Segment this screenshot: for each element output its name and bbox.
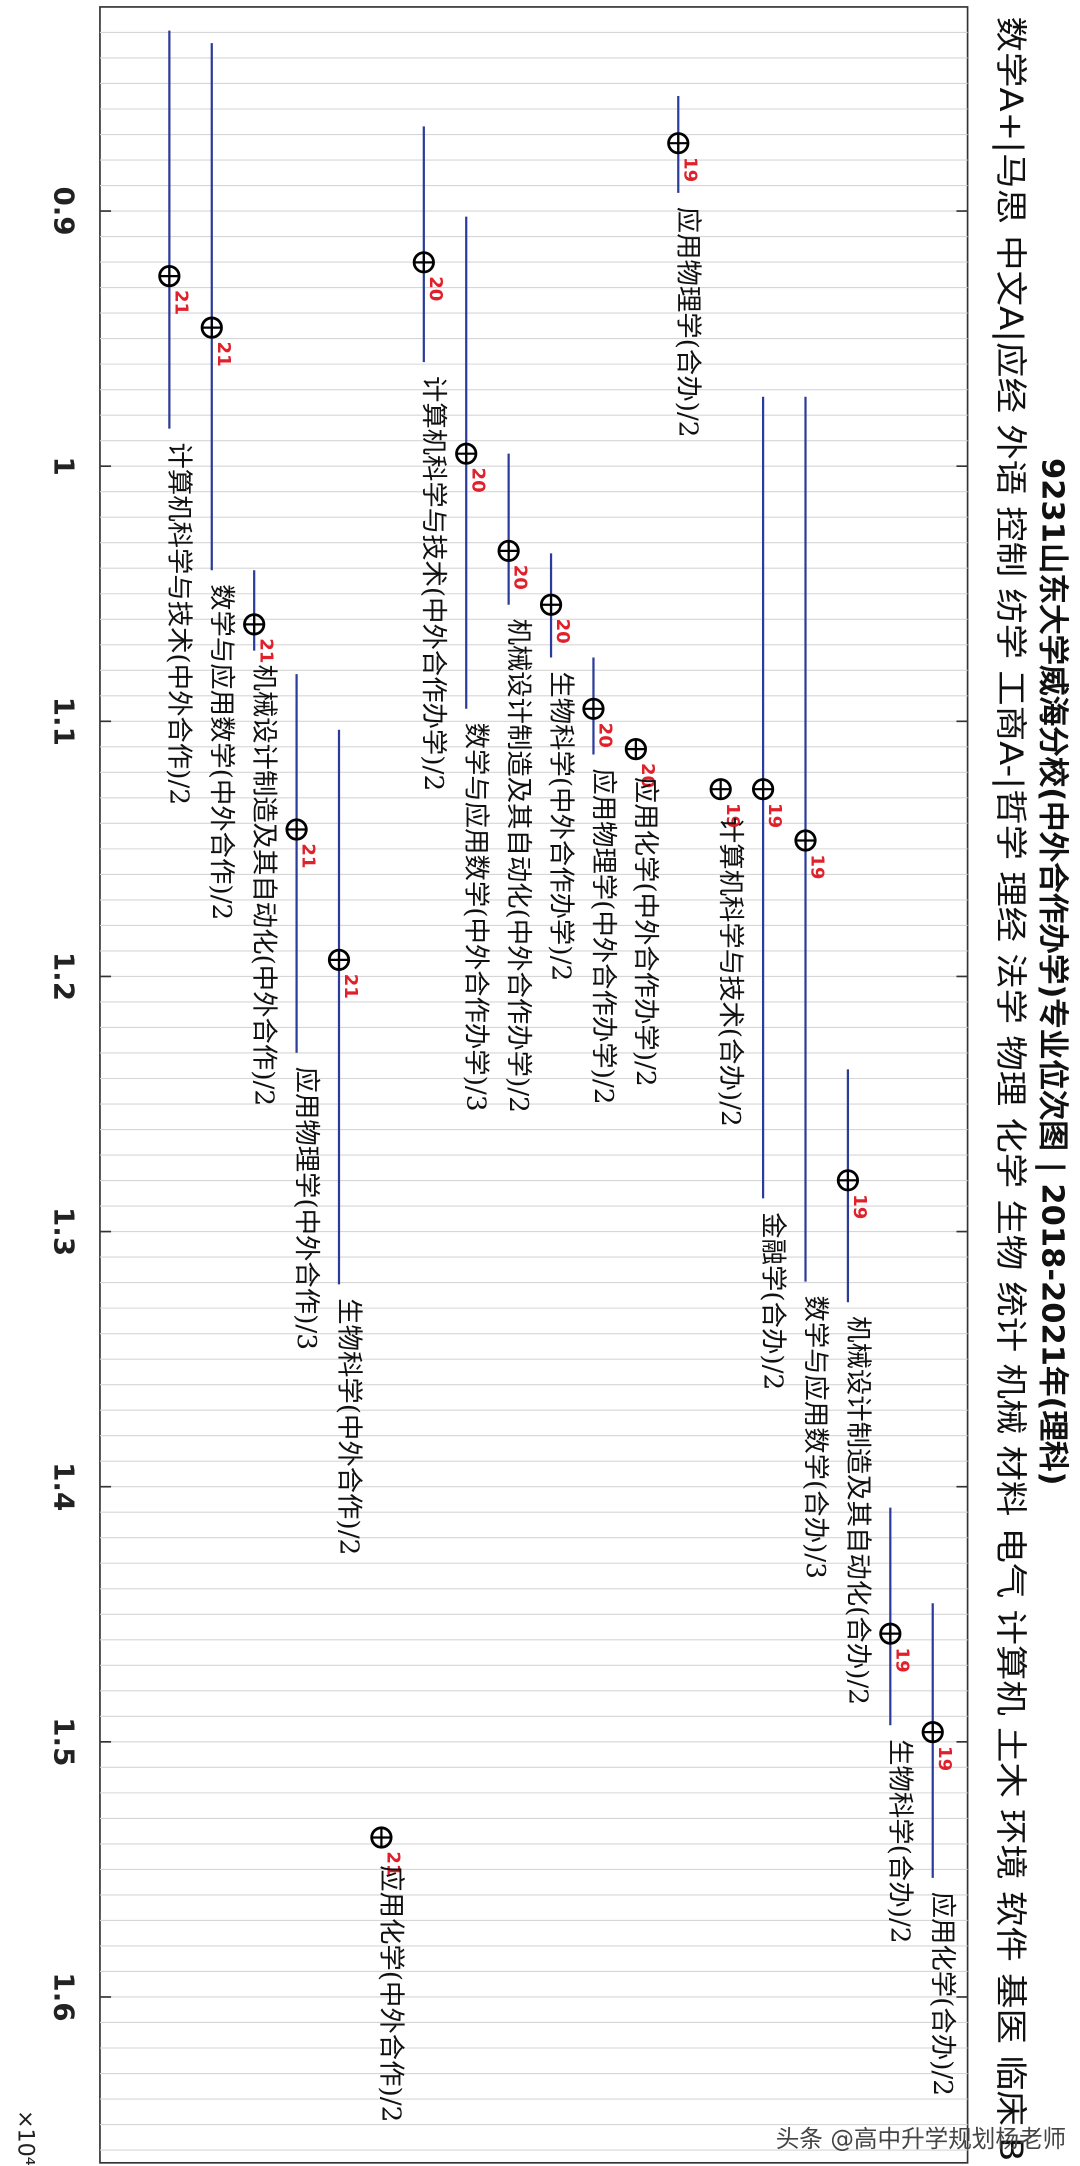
category-label: 生物科学(中外合作)/2 [333,1298,363,1555]
year-label: 20 [637,763,658,788]
category-label: 机械设计制造及其自动化(中外合作办学)/2 [503,619,533,1113]
category-label: 应用物理学(中外合作办学)/2 [588,768,618,1104]
category-label: 机械设计制造及其自动化(中外合作)/2 [249,665,279,1107]
mean-marker [667,132,690,155]
chart-subtitle: 数学A+|马思 中文A|应经 外语 控制 纺学 工商A-|哲学 理经 法学 物理… [992,17,1030,2162]
year-label: 20 [510,565,531,590]
chart-title: 9231山东大学威海分校(中外合作办学)专业位次图 | 2018-2021年(理… [1034,458,1070,1486]
mean-marker [836,1169,860,1192]
mean-marker [539,593,563,616]
category-label: 金融学(合办)/2 [757,1212,787,1390]
year-label: 19 [934,1746,955,1771]
year-label: 19 [722,803,743,828]
year-label: 21 [255,638,276,663]
mean-marker [497,539,520,562]
mean-marker [582,697,605,720]
mean-marker [794,829,817,852]
year-label: 21 [213,342,234,367]
y-tick-label: 1.5 [47,1717,80,1766]
year-label: 19 [891,1648,912,1673]
category-label: 应用化学(合办)/2 [927,1892,957,2096]
mean-marker [455,442,478,465]
category-label: 机械设计制造及其自动化(合办)/2 [842,1316,872,1705]
year-label: 19 [679,157,700,182]
category-label: 生物科学(合办)/2 [885,1739,915,1943]
y-tick-label: 1.6 [47,1972,80,2021]
mean-marker [285,818,308,841]
y-tick-label: 1.4 [47,1462,80,1511]
mean-marker [751,778,775,801]
category-label: 应用物理学(中外合作)/3 [291,1067,321,1350]
mean-marker [200,316,223,339]
category-label: 数学与应用数学(中外合作)/2 [206,584,236,920]
mean-marker [709,778,732,801]
mean-marker [370,1826,393,1849]
year-label: 20 [595,723,616,748]
y-tick-label: 1.3 [47,1207,80,1256]
year-label: 19 [849,1194,870,1219]
year-label: 21 [298,843,319,868]
year-label: 19 [807,854,828,879]
year-label: 20 [425,276,446,301]
mean-marker [921,1721,944,1744]
category-label: 应用化学(中外合作)/2 [376,1865,406,2122]
mean-marker [158,265,181,288]
y-tick-label: 1 [47,457,80,476]
year-label: 21 [383,1851,404,1876]
plot-root: 0.9 1 1.1 1.2 1.3 1.4 1.5 1.6 ×10⁴ 9231山东大学威海分校(中… [12,6,1070,2166]
category-label: 计算机科学与技术(中外合作办学)/2 [418,376,448,791]
mean-marker [243,613,266,636]
watermark: 头条 @高中升学规划杨老师 [776,2125,1066,2153]
category-label: 应用物理学(合办)/2 [673,207,703,438]
y-tick-label: 0.9 [47,186,80,235]
category-label: 生物科学(中外合作办学)/2 [545,671,575,981]
year-label: 20 [552,619,573,644]
category-label: 数学与应用数学(中外合作办学)/3 [461,723,491,1112]
year-label: 19 [764,803,785,828]
mean-marker [624,738,647,761]
axis-exponent: ×10⁴ [12,2110,38,2166]
mean-marker [879,1622,902,1645]
y-tick-label: 1.2 [47,952,80,1001]
mean-marker [327,948,351,971]
mean-marker [412,251,435,274]
category-label: 数学与应用数学(合办)/3 [800,1295,830,1578]
year-label: 21 [340,974,361,999]
plot-frame [99,6,969,2164]
year-label: 21 [170,290,191,315]
category-label: 计算机科学与技术(合办)/2 [715,817,745,1127]
year-label: 20 [467,468,488,493]
y-tick-label: 1.1 [47,697,80,746]
category-label: 应用化学(中外合作办学)/2 [630,777,660,1087]
category-label: 计算机科学与技术(中外合作)/2 [164,443,194,806]
